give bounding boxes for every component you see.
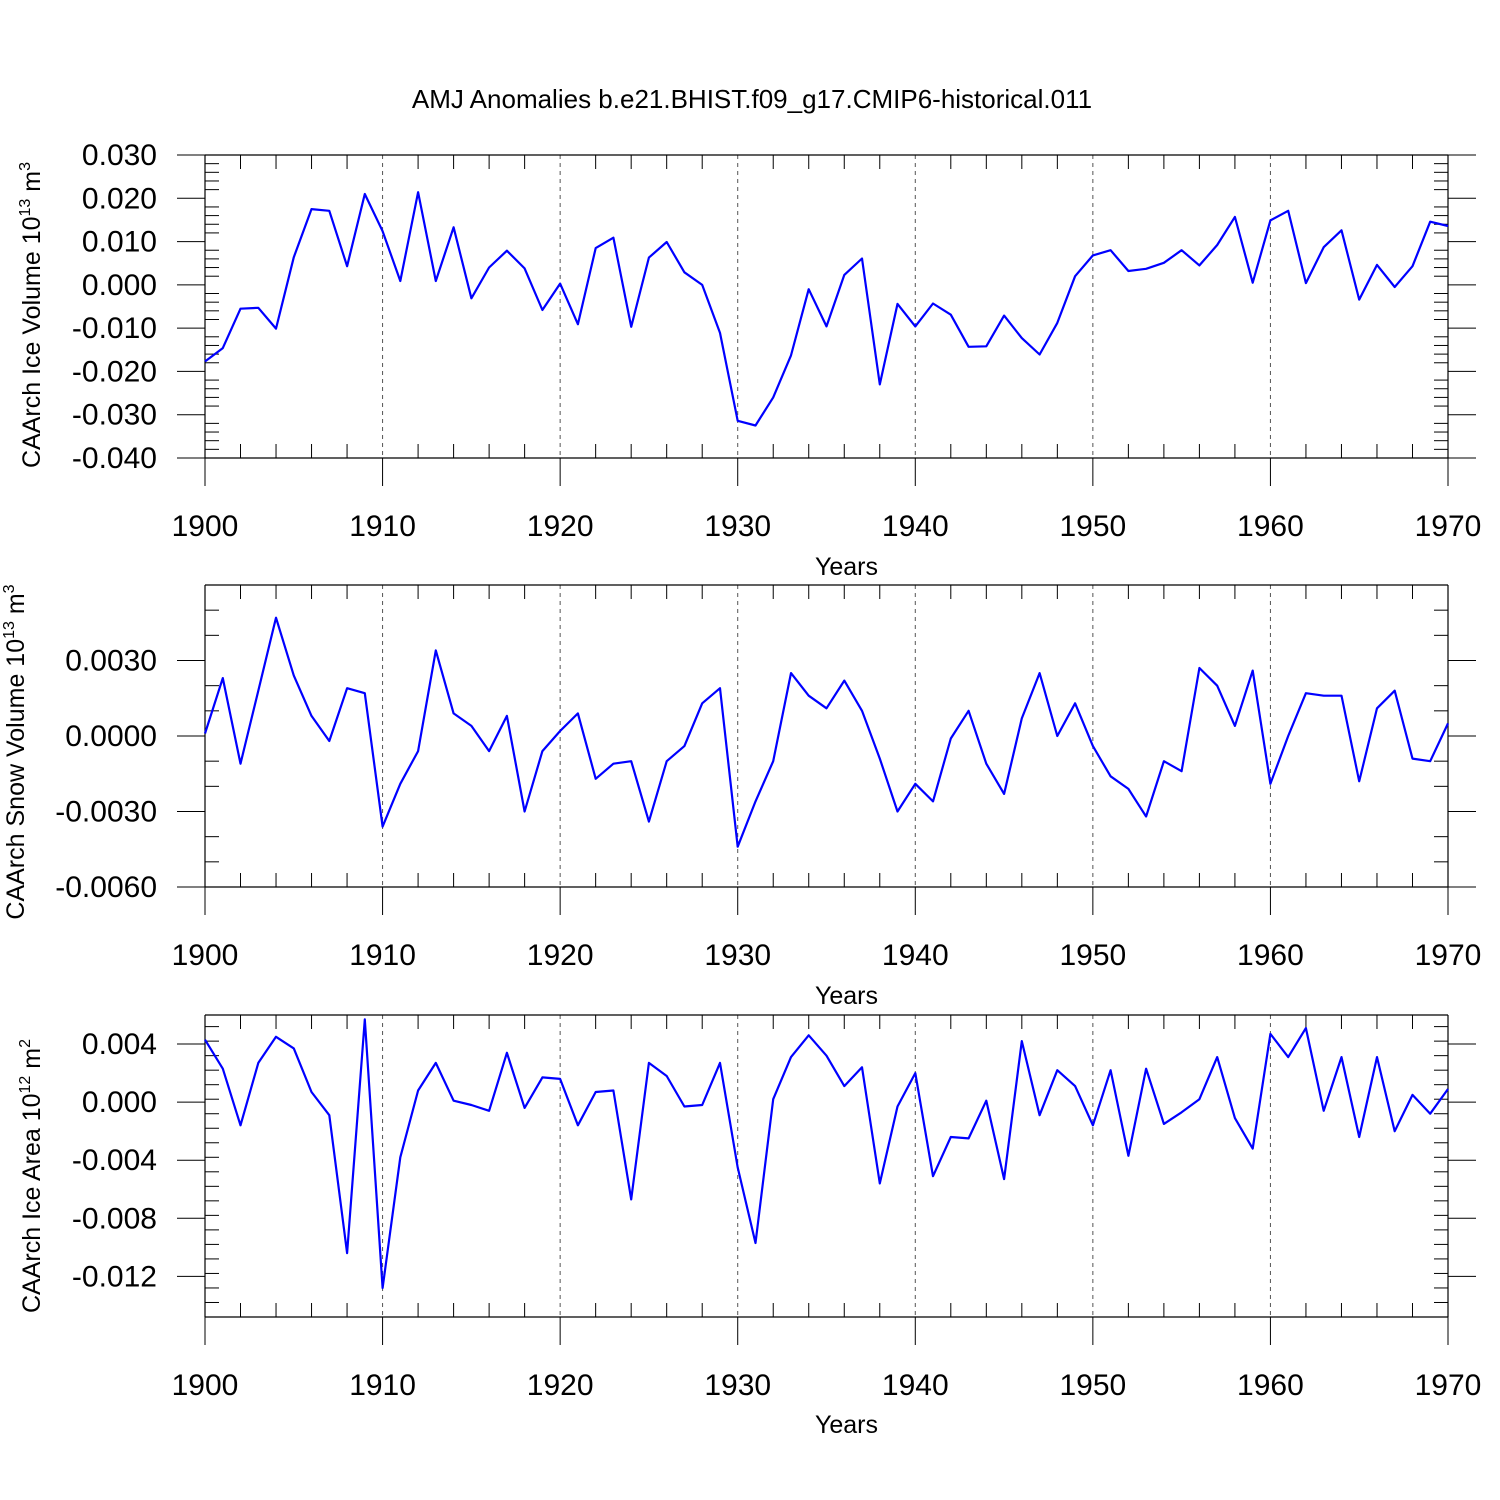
- x-tick-label: 1950: [1059, 510, 1126, 543]
- panel-ice-volume: -0.040 -0.030 -0.020 -0.010 0.000 0.010 0.020 0…: [17, 139, 1481, 581]
- x-axis-label: Years: [815, 982, 878, 1010]
- x-axis-label: Years: [815, 553, 878, 581]
- x-tick-label: 1970: [1415, 1369, 1482, 1402]
- x-tick-label: 1960: [1237, 939, 1304, 972]
- x-axis-label: Years: [815, 1411, 878, 1439]
- x-tick-label: 1940: [882, 510, 949, 543]
- series-line-snow-volume: [203, 616, 1449, 848]
- y-tick-label: 0.0030: [65, 645, 157, 678]
- x-tick-label: 1900: [172, 939, 239, 972]
- y-tick-label: 0.000: [82, 1086, 157, 1119]
- series-line-ice-volume: [204, 191, 1449, 427]
- x-tick-label: 1930: [704, 939, 771, 972]
- x-tick-label: 1910: [349, 510, 416, 543]
- y-tick-label: 0.030: [82, 139, 157, 172]
- x-tick-label: 1970: [1415, 510, 1482, 543]
- y-axis-label: CAArch Ice Volume 1013 m3: [17, 162, 46, 468]
- x-tick-label: 1960: [1237, 1369, 1304, 1402]
- figure-title: AMJ Anomalies b.e21.BHIST.f09_g17.CMIP6-…: [412, 84, 1092, 114]
- y-tick-label: 0.004: [82, 1028, 157, 1061]
- x-tick-label: 1900: [172, 510, 239, 543]
- x-tick-label: 1950: [1059, 939, 1126, 972]
- y-tick-label: -0.040: [72, 442, 157, 475]
- y-tick-label: 0.010: [82, 226, 157, 259]
- x-tick-label: 1960: [1237, 510, 1304, 543]
- y-tick-label: -0.012: [72, 1260, 157, 1293]
- x-tick-label: 1910: [349, 939, 416, 972]
- y-tick-label: 0.020: [82, 182, 157, 215]
- y-tick-label: -0.004: [72, 1144, 157, 1177]
- panel-ice-area: -0.012 -0.008 -0.004 0.000 0.004 1900 1910 1920…: [17, 1014, 1482, 1439]
- x-tick-label: 1910: [349, 1369, 416, 1402]
- x-tick-label: 1920: [527, 510, 594, 543]
- series-line-ice-area: [204, 1018, 1449, 1290]
- y-tick-label: -0.010: [72, 312, 157, 345]
- y-axis-label: CAArch Snow Volume 1013 m3: [1, 584, 30, 919]
- x-tick-label: 1900: [172, 1369, 239, 1402]
- y-axis-label: CAArch Ice Area 1012 m2: [17, 1039, 46, 1313]
- y-tick-label: -0.0060: [55, 871, 157, 904]
- panel-snow-volume: -0.0060 -0.0030 0.0000 0.0030 1900 1910 1920 19…: [1, 584, 1481, 1010]
- x-tick-label: 1940: [882, 1369, 949, 1402]
- x-tick-label: 1970: [1415, 939, 1482, 972]
- x-tick-label: 1930: [704, 1369, 771, 1402]
- y-tick-label: -0.0030: [55, 796, 157, 829]
- x-tick-label: 1920: [527, 1369, 594, 1402]
- y-tick-label: -0.020: [72, 355, 157, 388]
- x-tick-label: 1940: [882, 939, 949, 972]
- y-tick-label: -0.030: [72, 399, 157, 432]
- y-tick-label: -0.008: [72, 1202, 157, 1235]
- x-tick-label: 1930: [704, 510, 771, 543]
- y-tick-label: 0.0000: [65, 720, 157, 753]
- y-tick-label: 0.000: [82, 269, 157, 302]
- x-tick-label: 1920: [527, 939, 594, 972]
- x-tick-label: 1950: [1059, 1369, 1126, 1402]
